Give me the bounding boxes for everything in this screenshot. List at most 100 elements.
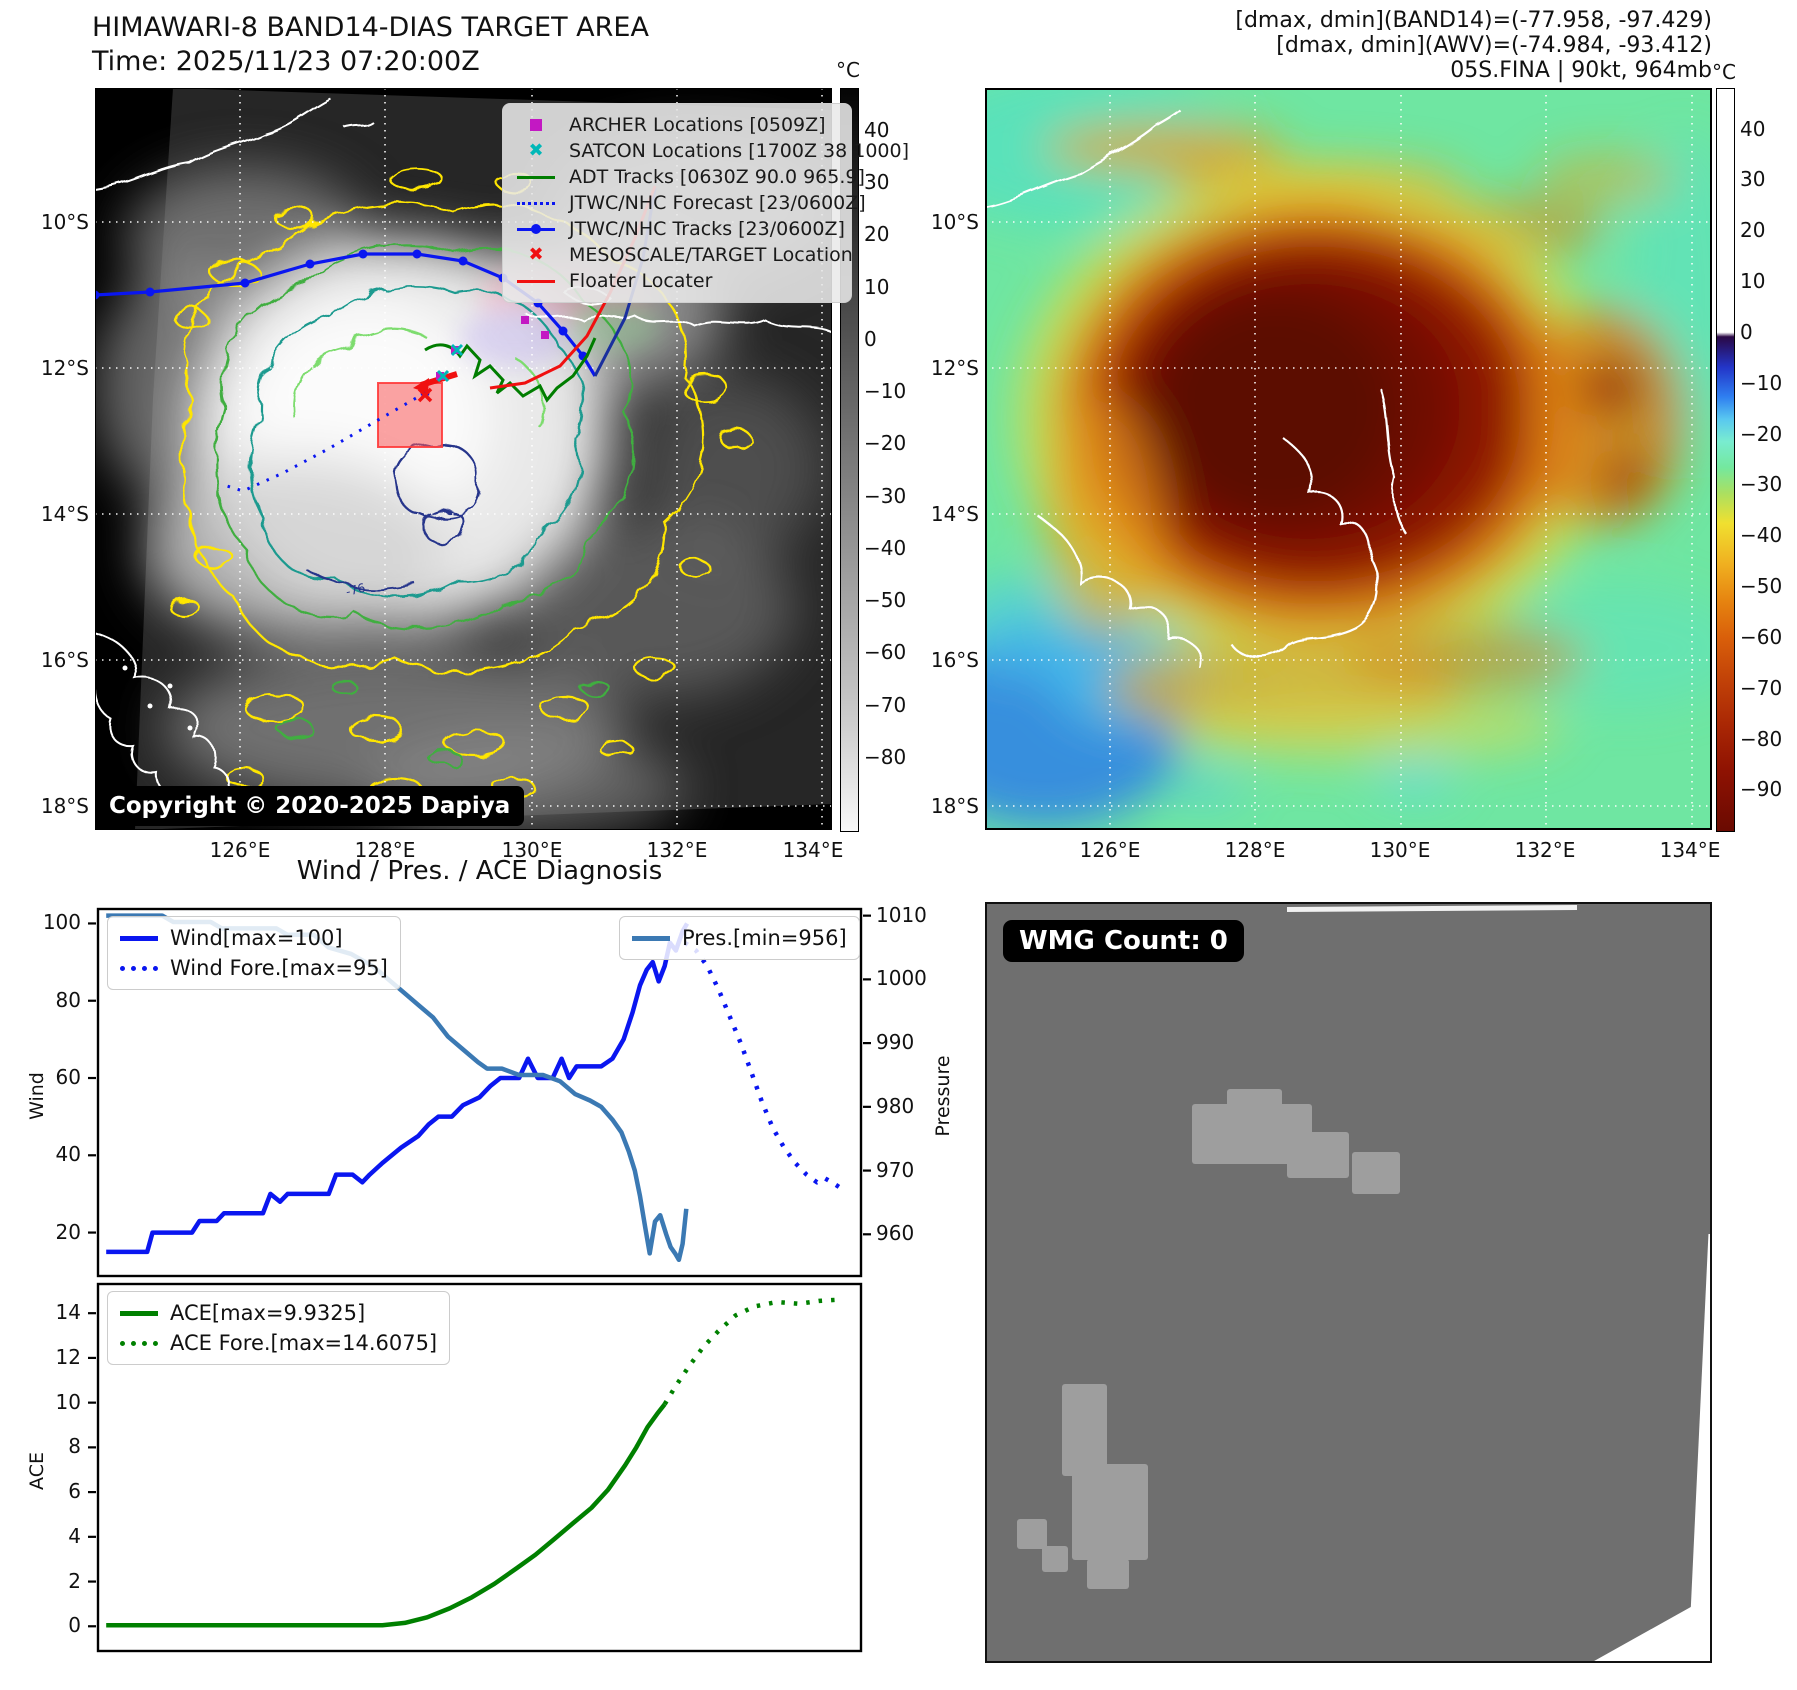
map-legend-label: JTWC/NHC Tracks [23/0600Z] <box>569 218 845 240</box>
wmg-panel: WMG Count: 0 <box>985 902 1712 1663</box>
map-legend-item: ADT Tracks [0630Z 90.0 965.9] <box>513 164 865 190</box>
awv-colorbar-tick: −50 <box>1740 574 1783 599</box>
lat-tick-label: 14°S <box>40 502 89 526</box>
y-axis-tick-label: 12 <box>55 1344 81 1369</box>
band14-colorbar-tick: −40 <box>864 535 907 560</box>
lat-tick-label: 10°S <box>930 210 979 234</box>
y-axis-tick-label: 6 <box>68 1479 81 1504</box>
chart-legend-item: Pres.[min=956] <box>632 923 847 953</box>
lon-tick-label: 130°E <box>1369 838 1431 862</box>
wmg-echo-blob <box>1352 1152 1400 1194</box>
info-dmax-band14: [dmax, dmin](BAND14)=(-77.958, -97.429) <box>1235 8 1712 33</box>
awv-colorbar <box>1716 88 1735 832</box>
dotted-line-legend-marker-icon <box>120 1340 158 1346</box>
lon-tick-label: 132°E <box>1514 838 1576 862</box>
lon-tick-label: 134°E <box>1659 838 1721 862</box>
lon-tick-label: 128°E <box>354 838 416 862</box>
awv-colorbar-tick: −90 <box>1740 777 1783 802</box>
awv-colorbar-tick: −70 <box>1740 675 1783 700</box>
lat-tick-label: 10°S <box>40 210 89 234</box>
wmg-echo-blob <box>1287 1132 1349 1178</box>
map-legend-label: JTWC/NHC Forecast [23/0600Z] <box>569 192 866 214</box>
awv-colorbar-tick: −10 <box>1740 370 1783 395</box>
square-legend-marker-icon <box>513 119 559 131</box>
lat-tick-label: 12°S <box>930 356 979 380</box>
chart-title: Wind / Pres. / ACE Diagnosis <box>296 856 663 886</box>
lon-tick-label: 126°E <box>209 838 271 862</box>
contour-value-label: -76 <box>344 581 366 599</box>
wmg-top-sliver <box>1287 904 1577 913</box>
lon-tick-label: 128°E <box>1224 838 1286 862</box>
wmg-echo-blob <box>1227 1089 1282 1117</box>
lat-tick-label: 18°S <box>930 794 979 818</box>
lon-tick-label: 126°E <box>1079 838 1141 862</box>
band14-colorbar-tick: 10 <box>864 274 890 299</box>
lat-tick-label: 18°S <box>40 794 89 818</box>
chart-legend: ACE[max=9.9325] ACE Fore.[max=14.6075] <box>107 1291 451 1365</box>
y-axis-right-tick-label: 1000 <box>876 966 927 991</box>
band14-satellite-image: -76 <box>90 88 835 843</box>
awv-colorbar-tick: −30 <box>1740 472 1783 497</box>
awv-graticule <box>985 88 1712 830</box>
dotted-line-legend-marker-icon <box>513 201 559 205</box>
map-legend-item: JTWC/NHC Forecast [23/0600Z] <box>513 190 866 216</box>
band14-map-legend: ARCHER Locations [0509Z] ✖ SATCON Location… <box>502 103 909 303</box>
chart-legend: Pres.[min=956] <box>619 916 860 960</box>
wmg-echo-blob <box>1042 1546 1068 1572</box>
lon-tick-label: 134°E <box>782 838 844 862</box>
awv-coastlines <box>984 109 1406 669</box>
y-axis-tick-label: 10 <box>55 1389 81 1414</box>
wmg-echo-blob <box>1062 1384 1107 1476</box>
lon-tick-label: 132°E <box>646 838 708 862</box>
solid-line-legend-marker-icon <box>632 935 670 941</box>
x-legend-marker-icon: ✖ <box>528 244 544 265</box>
chart-legend-label: ACE[max=9.9325] <box>170 1301 366 1325</box>
awv-colorbar-tick: −40 <box>1740 523 1783 548</box>
temperature-contours <box>169 165 752 800</box>
jtwc-track-line <box>94 252 597 377</box>
y-axis-right-tick-label: 1010 <box>876 902 927 927</box>
wmg-count-badge: WMG Count: 0 <box>1003 920 1244 962</box>
solid-line-legend-marker-icon <box>120 1310 158 1316</box>
series-ace-fore- <box>662 1297 842 1406</box>
map-legend-label: Floater Locater <box>569 270 713 292</box>
y-axis-tick-label: 20 <box>55 1219 81 1244</box>
band14-colorbar-tick: −60 <box>864 640 907 665</box>
info-storm-id: 05S.FINA | 90kt, 964mb <box>1450 58 1712 83</box>
lat-tick-label: 16°S <box>40 648 89 672</box>
y-axis-right-tick-label: 980 <box>876 1093 915 1118</box>
y-axis-tick-label: 8 <box>68 1434 81 1459</box>
band14-colorbar-tick: −20 <box>864 431 907 456</box>
awv-colorbar-tick: 10 <box>1740 269 1766 294</box>
awv-colorbar-tick: −20 <box>1740 421 1783 446</box>
line-legend-marker-icon <box>513 175 559 179</box>
y-axis-tick-label: 2 <box>68 1568 81 1593</box>
ace-axis-label: ACE <box>26 1452 48 1490</box>
band14-colorbar-tick: −30 <box>864 483 907 508</box>
chart-legend-label: Wind[max=100] <box>170 926 343 950</box>
line-dot-legend-marker-icon <box>513 223 559 234</box>
satcon-markers <box>436 343 464 383</box>
adt-track-line <box>424 337 597 403</box>
coastal-islands <box>122 665 193 731</box>
awv-satellite-image <box>905 68 1745 830</box>
chart-legend-item: Wind Fore.[max=95] <box>120 953 388 983</box>
awv-colorbar-tick: 40 <box>1740 116 1766 141</box>
band14-colorbar-tick: 0 <box>864 326 877 351</box>
lat-tick-label: 16°S <box>930 648 979 672</box>
lon-tick-label: 130°E <box>501 838 563 862</box>
solid-line-legend-marker-icon <box>120 935 158 941</box>
graticule <box>95 88 832 830</box>
band14-colorbar-tick: 30 <box>864 170 890 195</box>
band14-colorbar-tick: −10 <box>864 379 907 404</box>
awv-colorbar-tick: −80 <box>1740 726 1783 751</box>
wmg-echo-blob <box>1017 1519 1047 1549</box>
y-axis-right-tick-label: 960 <box>876 1221 915 1246</box>
x-legend-marker-icon: ✖ <box>528 140 544 161</box>
series-wind-fore- <box>683 940 846 1192</box>
chart-legend-label: ACE Fore.[max=14.6075] <box>170 1331 438 1355</box>
pressure-axis-label: Pressure <box>932 1055 954 1137</box>
chart-legend-label: Wind Fore.[max=95] <box>170 956 388 980</box>
mesoscale-x-marker <box>417 387 433 403</box>
